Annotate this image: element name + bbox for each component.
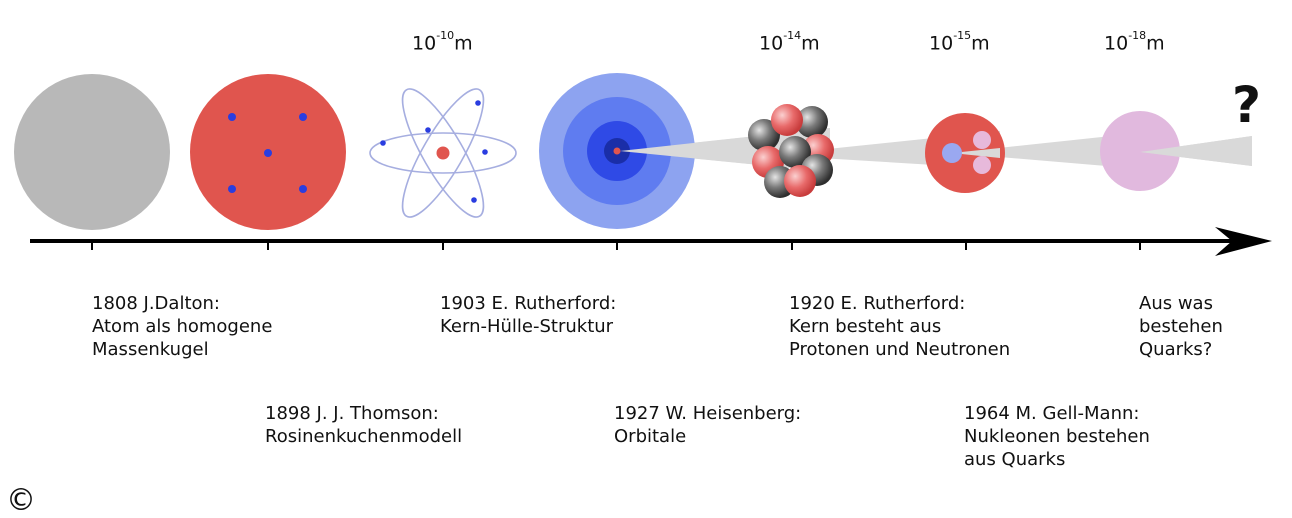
rutherford-electron (482, 149, 488, 155)
scale-label-atom: 10-10m (412, 29, 473, 55)
nucleus-protons-neutrons (748, 104, 834, 198)
quark (973, 131, 991, 149)
event-label-heisenberg: 1927 W. Heisenberg: Orbitale (614, 403, 802, 447)
rutherford-electron (380, 140, 386, 146)
heisenberg-nucleus (613, 147, 621, 155)
event-label-gell-mann: 1964 M. Gell-Mann: Nukleonen bestehen aus … (964, 403, 1150, 470)
copyright-symbol: © (6, 483, 36, 518)
unknown-question-mark: ? (1232, 76, 1262, 134)
thomson-electron (299, 185, 307, 193)
event-label-rutherford-1903: 1903 E. Rutherford: Kern-Hülle-Struktur (440, 293, 617, 337)
rutherford-electron (475, 100, 481, 106)
heisenberg-orbital-model (539, 73, 695, 229)
thomson-electron (299, 113, 307, 121)
thomson-electron (228, 185, 236, 193)
scale-label-nucleon: 10-15m (929, 29, 990, 55)
quark-highlighted (942, 143, 962, 163)
thomson-electron (228, 113, 236, 121)
thomson-electron (264, 149, 272, 157)
rutherford-atom-model (369, 88, 517, 218)
scale-label-nucleus: 10-14m (759, 29, 820, 55)
event-label-thomson: 1898 J. J. Thomson: Rosinenkuchenmodell (265, 403, 463, 447)
dalton-atom-sphere (14, 74, 170, 230)
zoom-cone-overlay (1140, 136, 1252, 166)
scale-label-quark: 10-18m (1104, 29, 1165, 55)
rutherford-electron (471, 197, 477, 203)
rutherford-nucleus (436, 146, 450, 160)
timeline-axis (30, 227, 1272, 256)
quark-large (1100, 111, 1180, 191)
event-label-dalton: 1808 J.Dalton: Atom als homogene Massenkug… (92, 293, 273, 360)
quark (973, 156, 991, 174)
rutherford-electron (425, 127, 431, 133)
zoom-cone-overlay (952, 148, 1000, 158)
event-label-open-question: Aus was bestehen Quarks? (1139, 293, 1223, 360)
thomson-plum-pudding-model (190, 74, 346, 230)
event-label-rutherford-1920: 1920 E. Rutherford: Kern besteht aus Proto… (789, 293, 1011, 360)
zoom-cone-nucleon-to-quark (952, 134, 1130, 168)
